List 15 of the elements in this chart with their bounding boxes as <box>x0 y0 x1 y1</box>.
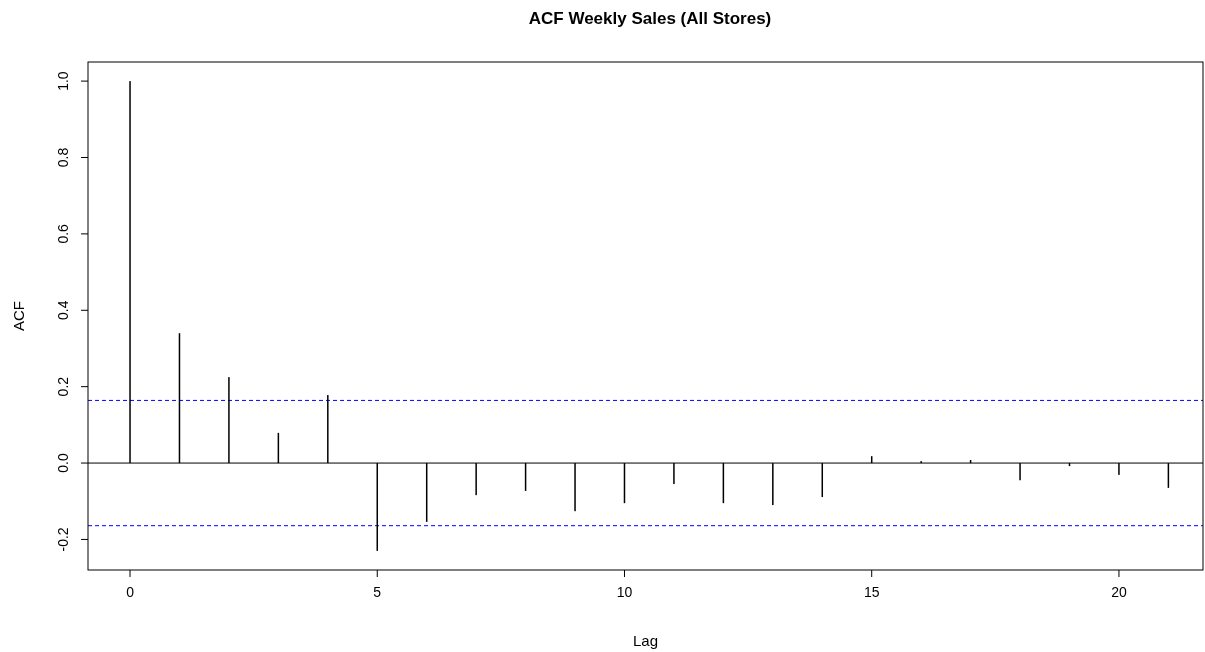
x-tick-label: 20 <box>1111 584 1127 600</box>
x-tick-label: 5 <box>373 584 382 600</box>
x-tick-label: 15 <box>863 584 880 600</box>
y-tick-label: 0.8 <box>55 147 71 168</box>
x-axis-title: Lag <box>632 632 659 649</box>
x-tick-label: 10 <box>616 584 633 600</box>
y-tick-label: 0.4 <box>55 300 71 321</box>
y-axis-title: ACF <box>10 301 27 331</box>
x-tick-label: 0 <box>126 584 135 600</box>
y-tick-label: 0.6 <box>55 223 71 244</box>
y-tick-label: -0.2 <box>55 527 71 552</box>
y-tick-label: 0.2 <box>55 376 71 397</box>
y-tick-label: 0.0 <box>55 453 71 473</box>
chart-title: ACF Weekly Sales (All Stores) <box>528 9 772 28</box>
y-tick-label: 1.0 <box>55 71 71 91</box>
